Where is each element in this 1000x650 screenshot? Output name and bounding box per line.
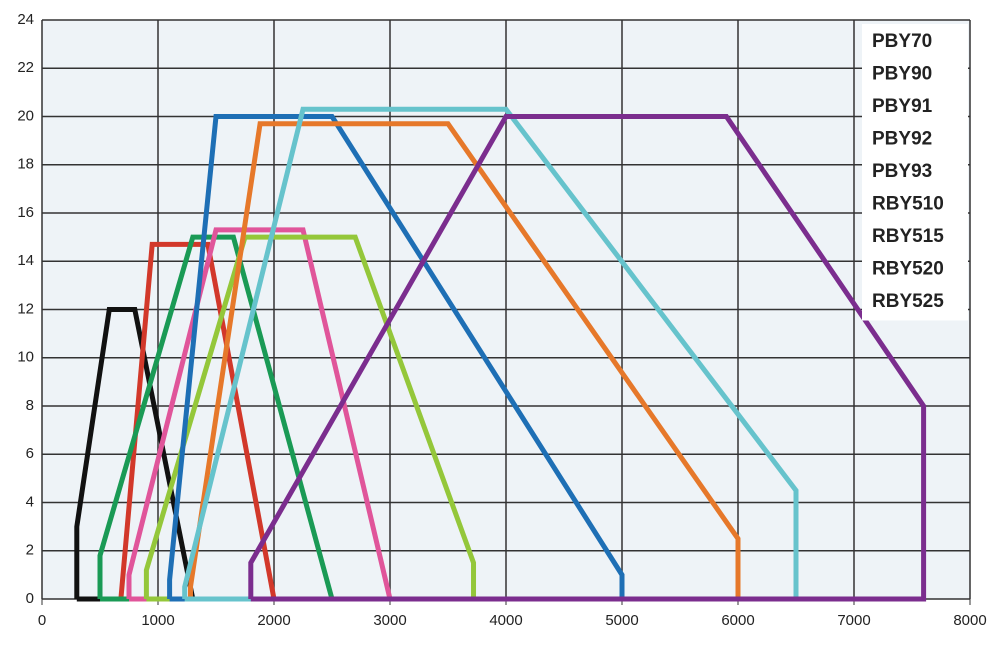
legend-entry: RBY520 [872, 259, 944, 280]
y-tick-label: 2 [26, 542, 34, 559]
series-line [248, 114, 927, 602]
x-tick-label: 1000 [141, 612, 174, 629]
x-tick-label: 0 [38, 612, 46, 629]
legend-entry: RBY510 [872, 194, 944, 215]
legend-entry: PBY92 [872, 129, 932, 150]
y-tick-label: 8 [26, 397, 34, 414]
legend-entry: RBY515 [872, 226, 944, 247]
x-tick-label: 8000 [953, 612, 986, 629]
legend-entry: PBY90 [872, 64, 932, 85]
legend-box [862, 24, 968, 321]
y-tick-label: 4 [26, 493, 34, 510]
x-tick-label: 5000 [605, 612, 638, 629]
y-tick-label: 10 [17, 349, 34, 366]
x-tick-label: 6000 [721, 612, 754, 629]
y-tick-label: 24 [17, 11, 34, 28]
y-tick-label: 0 [26, 590, 34, 607]
x-tick-label: 3000 [373, 612, 406, 629]
legend-entry: PBY91 [872, 96, 933, 117]
y-tick-label: 18 [17, 156, 34, 173]
y-tick-label: 16 [17, 204, 34, 221]
legend-entry: RBY525 [872, 291, 944, 312]
y-tick-label: 12 [17, 300, 34, 317]
y-tick-label: 22 [17, 59, 34, 76]
legend-entry: PBY93 [872, 161, 932, 182]
y-tick-label: 20 [17, 107, 34, 124]
x-tick-label: 4000 [489, 612, 522, 629]
x-tick-label: 2000 [257, 612, 290, 629]
y-tick-label: 14 [17, 252, 34, 269]
x-tick-label: 7000 [837, 612, 870, 629]
legend-entry: PBY70 [872, 31, 932, 52]
y-tick-label: 6 [26, 445, 34, 462]
